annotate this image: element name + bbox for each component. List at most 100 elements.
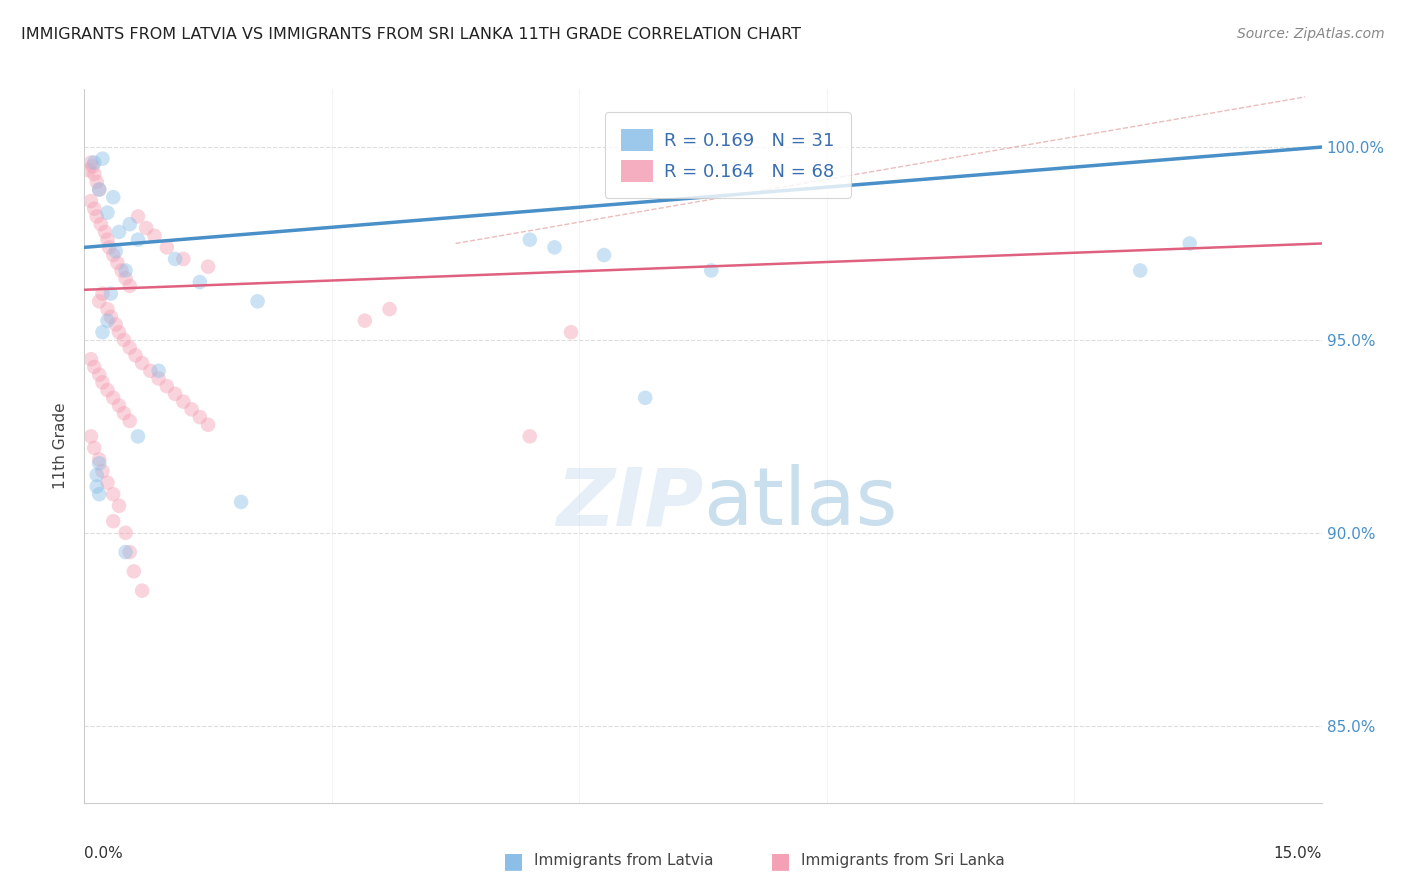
- Point: [89, 487, 111, 501]
- Point: [114, 525, 136, 540]
- Point: [114, 263, 136, 277]
- Point: [634, 391, 657, 405]
- Point: [124, 348, 146, 362]
- Point: [83, 155, 105, 169]
- Point: [700, 263, 723, 277]
- Point: [103, 487, 125, 501]
- Point: [197, 417, 219, 432]
- Point: [96, 383, 118, 397]
- Point: [96, 313, 118, 327]
- Point: [197, 260, 219, 274]
- Point: [118, 217, 141, 231]
- Y-axis label: 11th Grade: 11th Grade: [53, 402, 69, 490]
- Point: [89, 182, 111, 196]
- Text: Source: ZipAtlas.com: Source: ZipAtlas.com: [1237, 27, 1385, 41]
- Text: 0.0%: 0.0%: [84, 846, 124, 861]
- Point: [148, 364, 170, 378]
- Point: [96, 205, 118, 219]
- Point: [96, 233, 118, 247]
- Point: [593, 248, 616, 262]
- Point: [127, 210, 149, 224]
- Point: [118, 545, 141, 559]
- Point: [80, 155, 103, 169]
- Point: [118, 341, 141, 355]
- Point: [108, 225, 131, 239]
- Point: [103, 248, 125, 262]
- Point: [172, 394, 194, 409]
- Point: [83, 359, 105, 374]
- Point: [112, 406, 135, 420]
- Point: [86, 479, 108, 493]
- Point: [103, 391, 125, 405]
- Point: [83, 167, 105, 181]
- Point: [104, 244, 127, 259]
- Point: [110, 263, 132, 277]
- Point: [108, 499, 131, 513]
- Point: [91, 376, 114, 390]
- Point: [80, 352, 103, 367]
- Text: ■: ■: [503, 851, 523, 871]
- Point: [104, 318, 127, 332]
- Point: [89, 456, 111, 470]
- Point: [114, 271, 136, 285]
- Point: [165, 387, 187, 401]
- Point: [188, 410, 211, 425]
- Point: [229, 495, 252, 509]
- Point: [105, 256, 128, 270]
- Point: [246, 294, 269, 309]
- Point: [156, 379, 179, 393]
- Point: [519, 233, 541, 247]
- Point: [80, 194, 103, 208]
- Point: [108, 399, 131, 413]
- Point: [83, 202, 105, 216]
- Text: ZIP: ZIP: [555, 464, 703, 542]
- Point: [188, 275, 211, 289]
- Point: [80, 429, 103, 443]
- Point: [89, 368, 111, 382]
- Text: ■: ■: [770, 851, 790, 871]
- Text: atlas: atlas: [703, 464, 897, 542]
- Point: [96, 475, 118, 490]
- Point: [96, 301, 118, 316]
- Point: [86, 210, 108, 224]
- Point: [127, 233, 149, 247]
- Point: [172, 252, 194, 266]
- Point: [103, 514, 125, 528]
- Point: [378, 301, 401, 316]
- Point: [143, 228, 166, 243]
- Point: [89, 294, 111, 309]
- Point: [353, 313, 375, 327]
- Point: [91, 325, 114, 339]
- Point: [560, 325, 582, 339]
- Point: [165, 252, 187, 266]
- Legend: R = 0.169   N = 31, R = 0.164   N = 68: R = 0.169 N = 31, R = 0.164 N = 68: [605, 112, 851, 198]
- Point: [100, 310, 122, 324]
- Point: [112, 333, 135, 347]
- Point: [103, 190, 125, 204]
- Text: 15.0%: 15.0%: [1274, 846, 1322, 861]
- Point: [131, 356, 153, 370]
- Point: [94, 225, 117, 239]
- Point: [118, 414, 141, 428]
- Point: [139, 364, 162, 378]
- Point: [89, 452, 111, 467]
- Point: [156, 240, 179, 254]
- Text: Immigrants from Latvia: Immigrants from Latvia: [534, 854, 714, 868]
- Point: [91, 464, 114, 478]
- Point: [77, 163, 100, 178]
- Point: [108, 325, 131, 339]
- Point: [127, 429, 149, 443]
- Point: [135, 221, 157, 235]
- Point: [82, 159, 104, 173]
- Point: [90, 217, 112, 231]
- Point: [86, 175, 108, 189]
- Point: [180, 402, 202, 417]
- Point: [122, 565, 145, 579]
- Point: [131, 583, 153, 598]
- Point: [1129, 263, 1152, 277]
- Point: [91, 152, 114, 166]
- Point: [148, 371, 170, 385]
- Point: [100, 286, 122, 301]
- Point: [89, 182, 111, 196]
- Point: [1178, 236, 1201, 251]
